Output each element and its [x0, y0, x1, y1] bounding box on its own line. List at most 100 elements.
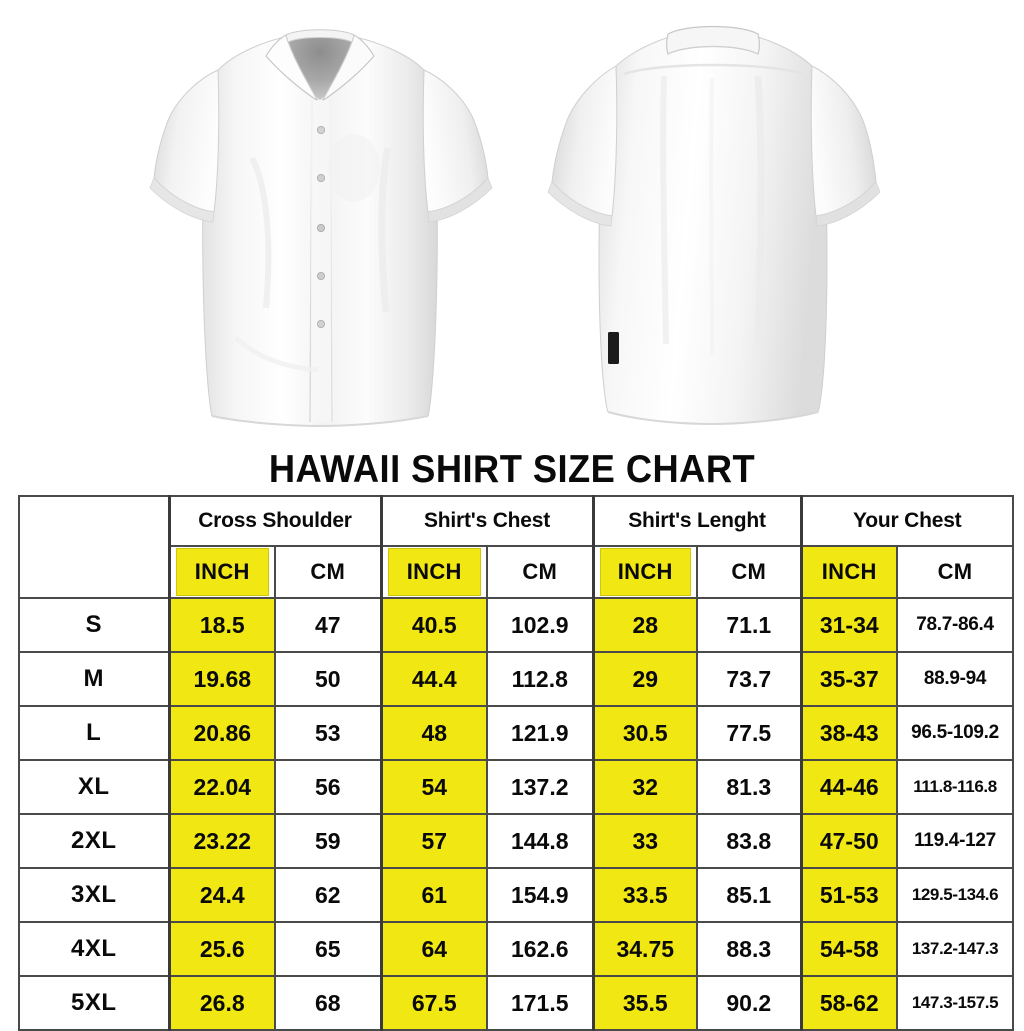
cell-cross-shoulder-cm: 68 — [274, 975, 382, 1031]
table-row: S 18.5 47 40.5 102.9 28 71.1 31-34 78.7-86.4 — [18, 597, 1014, 653]
unit-header-shirts-lenght-cm: CM — [696, 545, 802, 599]
cell-shirts-lenght-cm: 71.1 — [696, 597, 802, 653]
cell-your-chest-inch: 47-50 — [799, 813, 898, 869]
cell-your-chest-cm: 96.5-109.2 — [896, 705, 1014, 761]
cell-cross-shoulder-cm: 50 — [274, 651, 382, 707]
table-row: 5XL 26.8 68 67.5 171.5 35.5 90.2 58-62 147.3-157… — [18, 975, 1014, 1031]
cell-shirts-chest-inch: 67.5 — [379, 975, 488, 1031]
table-row: M 19.68 50 44.4 112.8 29 73.7 35-37 88.9-94 — [18, 651, 1014, 707]
cell-shirts-lenght-inch: 28 — [591, 597, 698, 653]
cell-shirts-lenght-inch: 32 — [591, 759, 698, 815]
cell-your-chest-inch: 58-62 — [799, 975, 898, 1031]
cell-shirts-chest-inch: 54 — [379, 759, 488, 815]
size-label-m: M — [18, 651, 170, 707]
cell-cross-shoulder-inch: 24.4 — [167, 867, 276, 923]
table-header-unit-row: INCH CM INCH CM INCH CM INCH CM — [19, 545, 1014, 599]
size-label-2xl: 2XL — [18, 813, 170, 869]
cell-cross-shoulder-cm: 47 — [274, 597, 382, 653]
cell-your-chest-cm: 129.5-134.6 — [896, 867, 1014, 923]
cell-shirts-lenght-cm: 90.2 — [696, 975, 802, 1031]
cell-shirts-chest-inch: 61 — [379, 867, 488, 923]
cell-your-chest-inch: 51-53 — [799, 867, 898, 923]
cell-shirts-lenght-inch: 33 — [591, 813, 698, 869]
size-label-xl: XL — [18, 759, 170, 815]
cell-shirts-lenght-inch: 35.5 — [591, 975, 698, 1031]
cell-cross-shoulder-inch: 26.8 — [167, 975, 276, 1031]
cell-your-chest-inch: 38-43 — [799, 705, 898, 761]
cell-your-chest-cm: 78.7-86.4 — [896, 597, 1014, 653]
shirt-back-view — [540, 14, 880, 434]
hem-brand-label — [608, 332, 619, 364]
size-chart-table-wrapper: Cross Shoulder Shirt's Chest Shirt's Len… — [18, 495, 1014, 1031]
cell-shirts-chest-cm: 162.6 — [486, 921, 594, 977]
table-row: 3XL 24.4 62 61 154.9 33.5 85.1 51-53 129.5-134.6 — [18, 867, 1014, 923]
size-label-l: L — [18, 705, 170, 761]
column-group-shirts-chest: Shirt's Chest — [379, 495, 594, 547]
cell-your-chest-inch: 44-46 — [799, 759, 898, 815]
cell-shirts-chest-inch: 40.5 — [379, 597, 488, 653]
cell-cross-shoulder-inch: 23.22 — [167, 813, 276, 869]
size-label-3xl: 3XL — [18, 867, 170, 923]
cell-shirts-lenght-cm: 73.7 — [696, 651, 802, 707]
cell-your-chest-cm: 88.9-94 — [896, 651, 1014, 707]
unit-header-your-chest-cm: CM — [896, 545, 1014, 599]
size-label-4xl: 4XL — [18, 921, 170, 977]
column-group-cross-shoulder: Cross Shoulder — [167, 495, 382, 547]
cell-shirts-lenght-cm: 77.5 — [696, 705, 802, 761]
cell-your-chest-cm: 119.4-127 — [896, 813, 1014, 869]
cell-cross-shoulder-cm: 53 — [274, 705, 382, 761]
corner-cell — [18, 495, 170, 599]
cell-your-chest-cm: 137.2-147.3 — [896, 921, 1014, 977]
unit-header-cross-shoulder-inch: INCH — [167, 545, 276, 599]
shirt-front-view — [140, 8, 500, 438]
cell-cross-shoulder-inch: 19.68 — [167, 651, 276, 707]
cell-shirts-chest-inch: 44.4 — [379, 651, 488, 707]
table-row: XL 22.04 56 54 137.2 32 81.3 44-46 111.8-116.8 — [18, 759, 1014, 815]
cell-shirts-lenght-inch: 30.5 — [591, 705, 698, 761]
shirt-illustrations — [0, 0, 1024, 448]
column-group-shirts-lenght: Shirt's Lenght — [591, 495, 802, 547]
cell-your-chest-inch: 31-34 — [799, 597, 898, 653]
cell-shirts-chest-cm: 137.2 — [486, 759, 594, 815]
size-label-s: S — [18, 597, 170, 653]
cell-your-chest-inch: 54-58 — [799, 921, 898, 977]
table-row: L 20.86 53 48 121.9 30.5 77.5 38-43 96.5-109.2 — [18, 705, 1014, 761]
cell-cross-shoulder-inch: 20.86 — [167, 705, 276, 761]
cell-cross-shoulder-cm: 56 — [274, 759, 382, 815]
cell-shirts-lenght-inch: 29 — [591, 651, 698, 707]
cell-cross-shoulder-cm: 59 — [274, 813, 382, 869]
cell-cross-shoulder-inch: 25.6 — [167, 921, 276, 977]
cell-shirts-lenght-cm: 81.3 — [696, 759, 802, 815]
cell-shirts-chest-cm: 102.9 — [486, 597, 594, 653]
size-chart-table: Cross Shoulder Shirt's Chest Shirt's Len… — [18, 495, 1014, 1031]
cell-shirts-chest-cm: 154.9 — [486, 867, 594, 923]
unit-header-shirts-lenght-inch: INCH — [591, 545, 698, 599]
cell-your-chest-cm: 147.3-157.5 — [896, 975, 1014, 1031]
cell-cross-shoulder-cm: 62 — [274, 867, 382, 923]
cell-shirts-chest-inch: 48 — [379, 705, 488, 761]
unit-header-your-chest-inch: INCH — [799, 545, 898, 599]
table-row: 4XL 25.6 65 64 162.6 34.75 88.3 54-58 137.2-147.… — [18, 921, 1014, 977]
cell-shirts-chest-cm: 144.8 — [486, 813, 594, 869]
cell-your-chest-cm: 111.8-116.8 — [896, 759, 1014, 815]
column-group-your-chest: Your Chest — [799, 495, 1014, 547]
cell-cross-shoulder-inch: 18.5 — [167, 597, 276, 653]
unit-header-cross-shoulder-cm: CM — [274, 545, 382, 599]
cell-shirts-chest-inch: 64 — [379, 921, 488, 977]
cell-shirts-lenght-cm: 83.8 — [696, 813, 802, 869]
cell-cross-shoulder-inch: 22.04 — [167, 759, 276, 815]
cell-shirts-chest-cm: 171.5 — [486, 975, 594, 1031]
cell-shirts-chest-inch: 57 — [379, 813, 488, 869]
cell-your-chest-inch: 35-37 — [799, 651, 898, 707]
cell-shirts-lenght-inch: 34.75 — [591, 921, 698, 977]
cell-shirts-lenght-inch: 33.5 — [591, 867, 698, 923]
cell-shirts-lenght-cm: 88.3 — [696, 921, 802, 977]
cell-shirts-chest-cm: 112.8 — [486, 651, 594, 707]
unit-header-shirts-chest-inch: INCH — [379, 545, 488, 599]
table-row: 2XL 23.22 59 57 144.8 33 83.8 47-50 119.4-127 — [18, 813, 1014, 869]
page-title: HAWAII SHIRT SIZE CHART — [268, 448, 756, 491]
cell-cross-shoulder-cm: 65 — [274, 921, 382, 977]
cell-shirts-chest-cm: 121.9 — [486, 705, 594, 761]
cell-shirts-lenght-cm: 85.1 — [696, 867, 802, 923]
size-label-5xl: 5XL — [18, 975, 170, 1031]
